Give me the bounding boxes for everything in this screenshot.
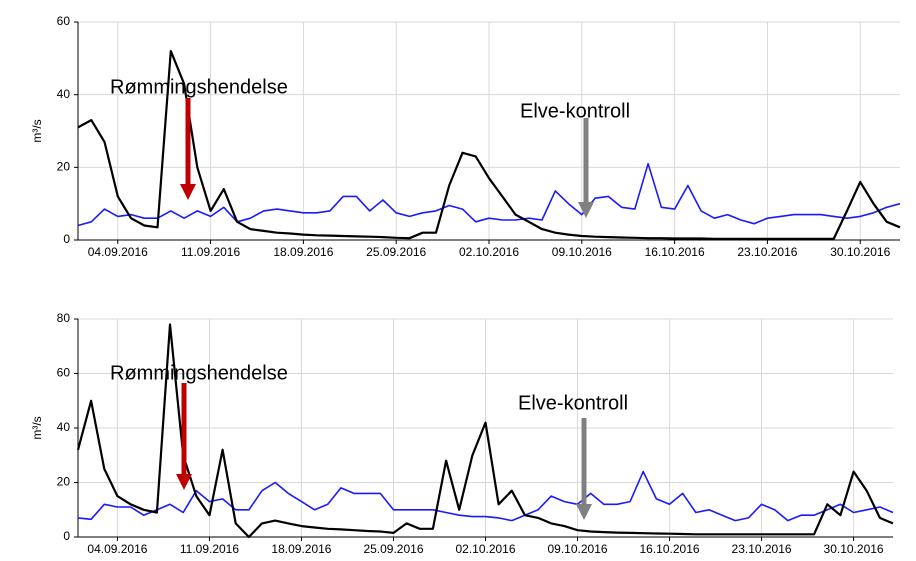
data-line xyxy=(77,162,901,227)
y-axis-label: m³/s xyxy=(30,119,44,142)
annotation-arrowhead xyxy=(576,504,592,520)
x-tick-label: 25.09.2016 xyxy=(363,542,423,556)
y-tick-label: 60 xyxy=(57,366,71,380)
annotation: Rømmingshendelse xyxy=(110,362,288,384)
annotation: Rømmingshendelse xyxy=(110,76,288,98)
annotation-arrowhead xyxy=(180,184,196,200)
y-tick-label: 0 xyxy=(63,232,70,246)
x-tick-label: 23.10.2016 xyxy=(737,245,797,259)
y-tick-label: 20 xyxy=(57,160,71,174)
y-tick-label: 80 xyxy=(57,311,71,325)
x-tick-label: 11.09.2016 xyxy=(181,245,240,259)
x-tick-label: 04.09.2016 xyxy=(87,542,147,556)
x-tick-label: 18.09.2016 xyxy=(271,542,331,556)
x-tick-label: 02.10.2016 xyxy=(459,245,519,259)
x-tick-label: 23.10.2016 xyxy=(732,542,792,556)
x-tick-label: 02.10.2016 xyxy=(455,542,515,556)
annotation-arrowhead xyxy=(578,202,594,218)
x-tick-label: 16.10.2016 xyxy=(640,542,700,556)
x-tick-label: 04.09.2016 xyxy=(88,245,148,259)
x-tick-label: 11.09.2016 xyxy=(180,542,239,556)
y-tick-label: 20 xyxy=(57,475,71,489)
annotation: Elve-kontroll xyxy=(520,100,630,122)
x-tick-label: 30.10.2016 xyxy=(824,542,884,556)
data-line xyxy=(77,470,894,522)
annotation-arrowhead xyxy=(176,474,192,490)
x-tick-label: 18.09.2016 xyxy=(273,245,333,259)
y-tick-label: 60 xyxy=(57,14,71,28)
x-tick-label: 25.09.2016 xyxy=(366,245,426,259)
y-axis-label: m³/s xyxy=(30,416,44,439)
y-tick-label: 0 xyxy=(63,529,70,543)
annotation: Elve-kontroll xyxy=(518,392,628,414)
x-tick-label: 30.10.2016 xyxy=(830,245,890,259)
data-line xyxy=(77,50,901,240)
x-tick-label: 16.10.2016 xyxy=(645,245,705,259)
x-tick-label: 09.10.2016 xyxy=(552,245,612,259)
y-tick-label: 40 xyxy=(57,420,71,434)
x-tick-label: 09.10.2016 xyxy=(547,542,607,556)
y-tick-label: 40 xyxy=(57,87,71,101)
data-line xyxy=(76,323,894,539)
